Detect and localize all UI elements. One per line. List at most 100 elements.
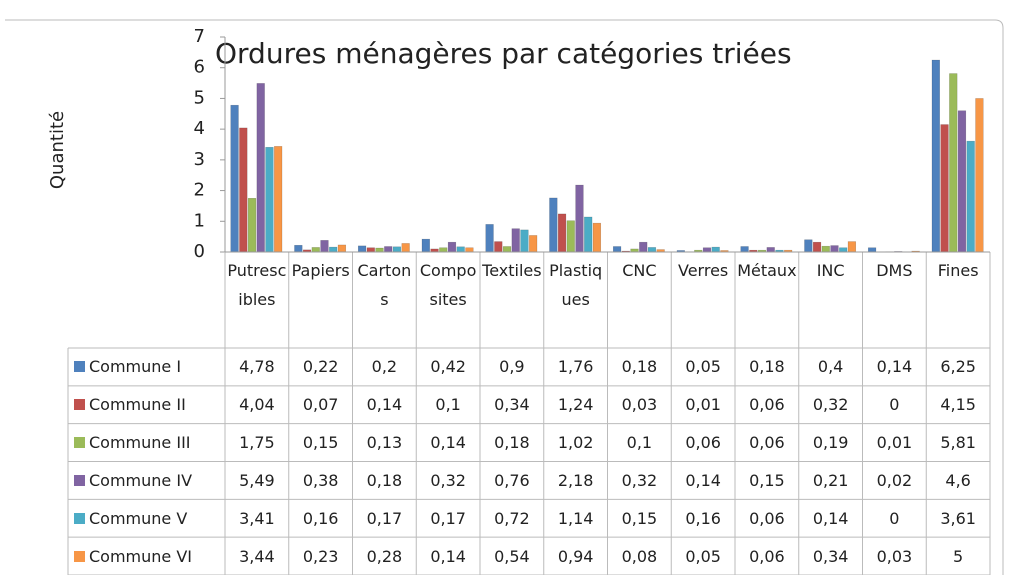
legend-label: Commune I [89, 357, 182, 377]
table-value: 0,06 [749, 508, 785, 528]
bar [592, 222, 602, 253]
table-value: 0,18 [494, 433, 530, 453]
bar [949, 73, 958, 253]
table-value: 5,49 [239, 470, 275, 490]
table-value: 0,32 [621, 470, 658, 490]
table-value: 4,04 [239, 395, 275, 415]
table-value: 6,25 [940, 357, 976, 377]
y-tick-label: 1 [194, 210, 205, 231]
bar [931, 59, 940, 253]
bar [529, 235, 538, 253]
table-value: 0,06 [749, 395, 785, 415]
table-value: 0,02 [876, 470, 913, 490]
legend-label: Commune VI [89, 546, 193, 566]
bar [401, 243, 410, 253]
bar [294, 244, 303, 253]
legend-entry: Commune VI [68, 537, 225, 575]
bar [320, 240, 329, 253]
table-value: 2,18 [557, 470, 594, 490]
table-value: 0,06 [685, 433, 721, 453]
table-value: 0,94 [557, 546, 594, 566]
legend-entry: Commune I [68, 348, 225, 386]
table-value: 0,1 [626, 433, 653, 453]
category-label: Cartons [357, 261, 412, 309]
bar [421, 238, 430, 253]
bar [230, 104, 239, 253]
table-value: 4,6 [945, 470, 971, 490]
legend-label: Commune III [89, 433, 191, 453]
category-label: Plastiques [549, 261, 603, 309]
bar [975, 98, 984, 253]
bar [804, 239, 813, 253]
table-value: 0,05 [685, 546, 721, 566]
table-value: 0,19 [812, 433, 849, 453]
table-value: 0,18 [621, 357, 658, 377]
bar [256, 83, 265, 253]
table-value: 0,54 [494, 546, 530, 566]
table-value: 0,76 [494, 470, 530, 490]
table-value: 0,05 [685, 357, 721, 377]
y-tick-label: 4 [194, 118, 205, 139]
legend-entry: Commune II [68, 386, 225, 424]
bar [575, 184, 584, 253]
bar [847, 241, 857, 253]
table-value: 0,14 [430, 546, 466, 566]
table-value: 0,06 [749, 433, 785, 453]
table-value: 0,17 [366, 508, 403, 528]
y-tick-label: 0 [194, 241, 205, 262]
table-value: 3,44 [239, 546, 275, 566]
table-value: 0,03 [876, 546, 913, 566]
table-value: 0,15 [749, 470, 785, 490]
table-value: 0 [889, 508, 900, 528]
category-label: Papiers [291, 261, 350, 280]
legend-label: Commune II [89, 395, 186, 415]
table-value: 1,75 [239, 433, 275, 453]
table-value: 0,14 [366, 395, 403, 415]
legend-swatch [74, 474, 85, 486]
table-value: 0,03 [621, 395, 658, 415]
bar [549, 197, 558, 253]
table-value: 0,14 [812, 508, 849, 528]
legend-entry: Commune III [68, 424, 225, 462]
table-value: 1,14 [557, 508, 594, 528]
table-value: 0,07 [302, 395, 339, 415]
table-value: 0,32 [430, 470, 466, 490]
bar [337, 244, 347, 253]
bar [940, 124, 949, 253]
table-value: 0,32 [812, 395, 849, 415]
y-tick-label: 7 [194, 26, 205, 47]
legend-swatch [74, 512, 85, 524]
table-value: 0,28 [366, 546, 403, 566]
y-tick-label: 5 [194, 87, 205, 108]
table-value: 1,24 [557, 395, 594, 415]
category-label: Textiles [482, 261, 542, 280]
table-value: 0,16 [302, 508, 339, 528]
table-value: 3,61 [940, 508, 976, 528]
table-value: 4,15 [940, 395, 976, 415]
table-value: 0,06 [749, 546, 785, 566]
bar [520, 229, 529, 253]
table-value: 0,38 [302, 470, 339, 490]
legend-swatch [74, 437, 85, 449]
bar [247, 198, 257, 253]
category-label: Métaux [737, 261, 797, 280]
table-value: 0,18 [366, 470, 403, 490]
bar [265, 147, 274, 253]
table-value: 0,14 [685, 470, 721, 490]
category-label: CNC [622, 261, 657, 280]
bar [511, 228, 520, 253]
table-value: 4,78 [239, 357, 275, 377]
table-value: 0,22 [302, 357, 339, 377]
y-tick-label: 3 [194, 149, 205, 170]
bar [584, 216, 593, 253]
bar [239, 127, 248, 253]
table-value: 5,81 [940, 433, 976, 453]
category-label: INC [816, 261, 845, 280]
bar [812, 241, 822, 253]
table-value: 0,9 [499, 357, 525, 377]
legend-label: Commune V [89, 508, 188, 528]
table-value: 0,34 [494, 395, 530, 415]
bar [447, 241, 457, 253]
bar [957, 110, 967, 253]
